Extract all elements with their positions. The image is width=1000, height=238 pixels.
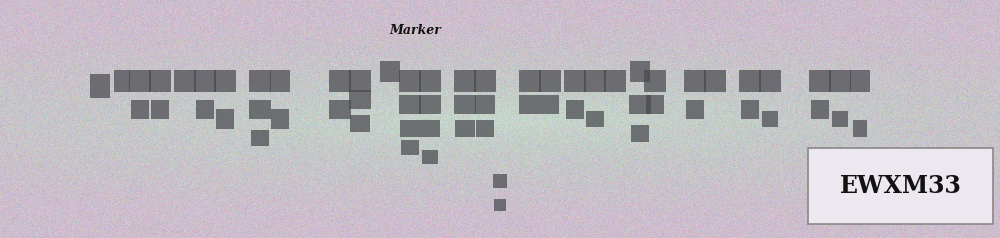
Bar <box>151 100 169 119</box>
Bar <box>251 130 269 146</box>
Bar <box>519 70 541 92</box>
Bar <box>114 70 130 92</box>
Bar <box>90 74 110 98</box>
Bar <box>476 120 494 137</box>
Bar <box>629 95 651 114</box>
Bar <box>631 125 649 142</box>
Bar <box>270 70 290 92</box>
Bar <box>809 70 831 92</box>
Text: EWXM33: EWXM33 <box>840 174 961 198</box>
Bar <box>399 95 421 114</box>
Bar <box>519 95 541 114</box>
FancyBboxPatch shape <box>808 148 993 224</box>
Bar <box>539 70 561 92</box>
Bar <box>454 95 476 114</box>
Bar <box>400 120 420 137</box>
Bar <box>196 100 214 119</box>
Bar <box>759 70 781 92</box>
Bar <box>194 70 216 92</box>
Bar <box>419 95 441 114</box>
Bar <box>686 100 704 119</box>
Bar <box>420 120 440 137</box>
Bar <box>455 120 475 137</box>
Bar <box>419 70 441 92</box>
Bar <box>644 70 666 92</box>
Bar <box>684 70 706 92</box>
Bar <box>216 109 234 129</box>
Bar <box>494 199 506 211</box>
Bar <box>329 100 351 119</box>
Bar <box>214 70 236 92</box>
Bar <box>586 111 604 127</box>
Bar <box>630 61 650 82</box>
Bar <box>349 70 371 92</box>
Bar <box>541 95 559 114</box>
Bar <box>566 100 584 119</box>
Text: Marker: Marker <box>389 24 441 37</box>
Bar <box>584 70 606 92</box>
Bar <box>271 109 289 129</box>
Bar <box>129 70 151 92</box>
Bar <box>646 95 664 114</box>
Bar <box>349 90 371 109</box>
Bar <box>249 100 271 119</box>
Bar <box>739 70 761 92</box>
Bar <box>704 70 726 92</box>
Bar <box>493 174 507 188</box>
Bar <box>829 70 851 92</box>
Bar <box>422 150 438 164</box>
Bar <box>564 70 586 92</box>
Bar <box>380 61 400 82</box>
Bar <box>850 70 870 92</box>
Bar <box>149 70 171 92</box>
Bar <box>475 95 495 114</box>
Bar <box>853 120 867 137</box>
Bar <box>249 70 271 92</box>
Bar <box>174 70 196 92</box>
Bar <box>399 70 421 92</box>
Bar <box>329 70 351 92</box>
Bar <box>832 111 848 127</box>
Bar <box>350 115 370 132</box>
Bar <box>604 70 626 92</box>
Bar <box>454 70 476 92</box>
Bar <box>811 100 829 119</box>
Bar <box>762 111 778 127</box>
Bar <box>401 140 419 155</box>
Bar <box>741 100 759 119</box>
Bar <box>131 100 149 119</box>
Bar <box>474 70 496 92</box>
